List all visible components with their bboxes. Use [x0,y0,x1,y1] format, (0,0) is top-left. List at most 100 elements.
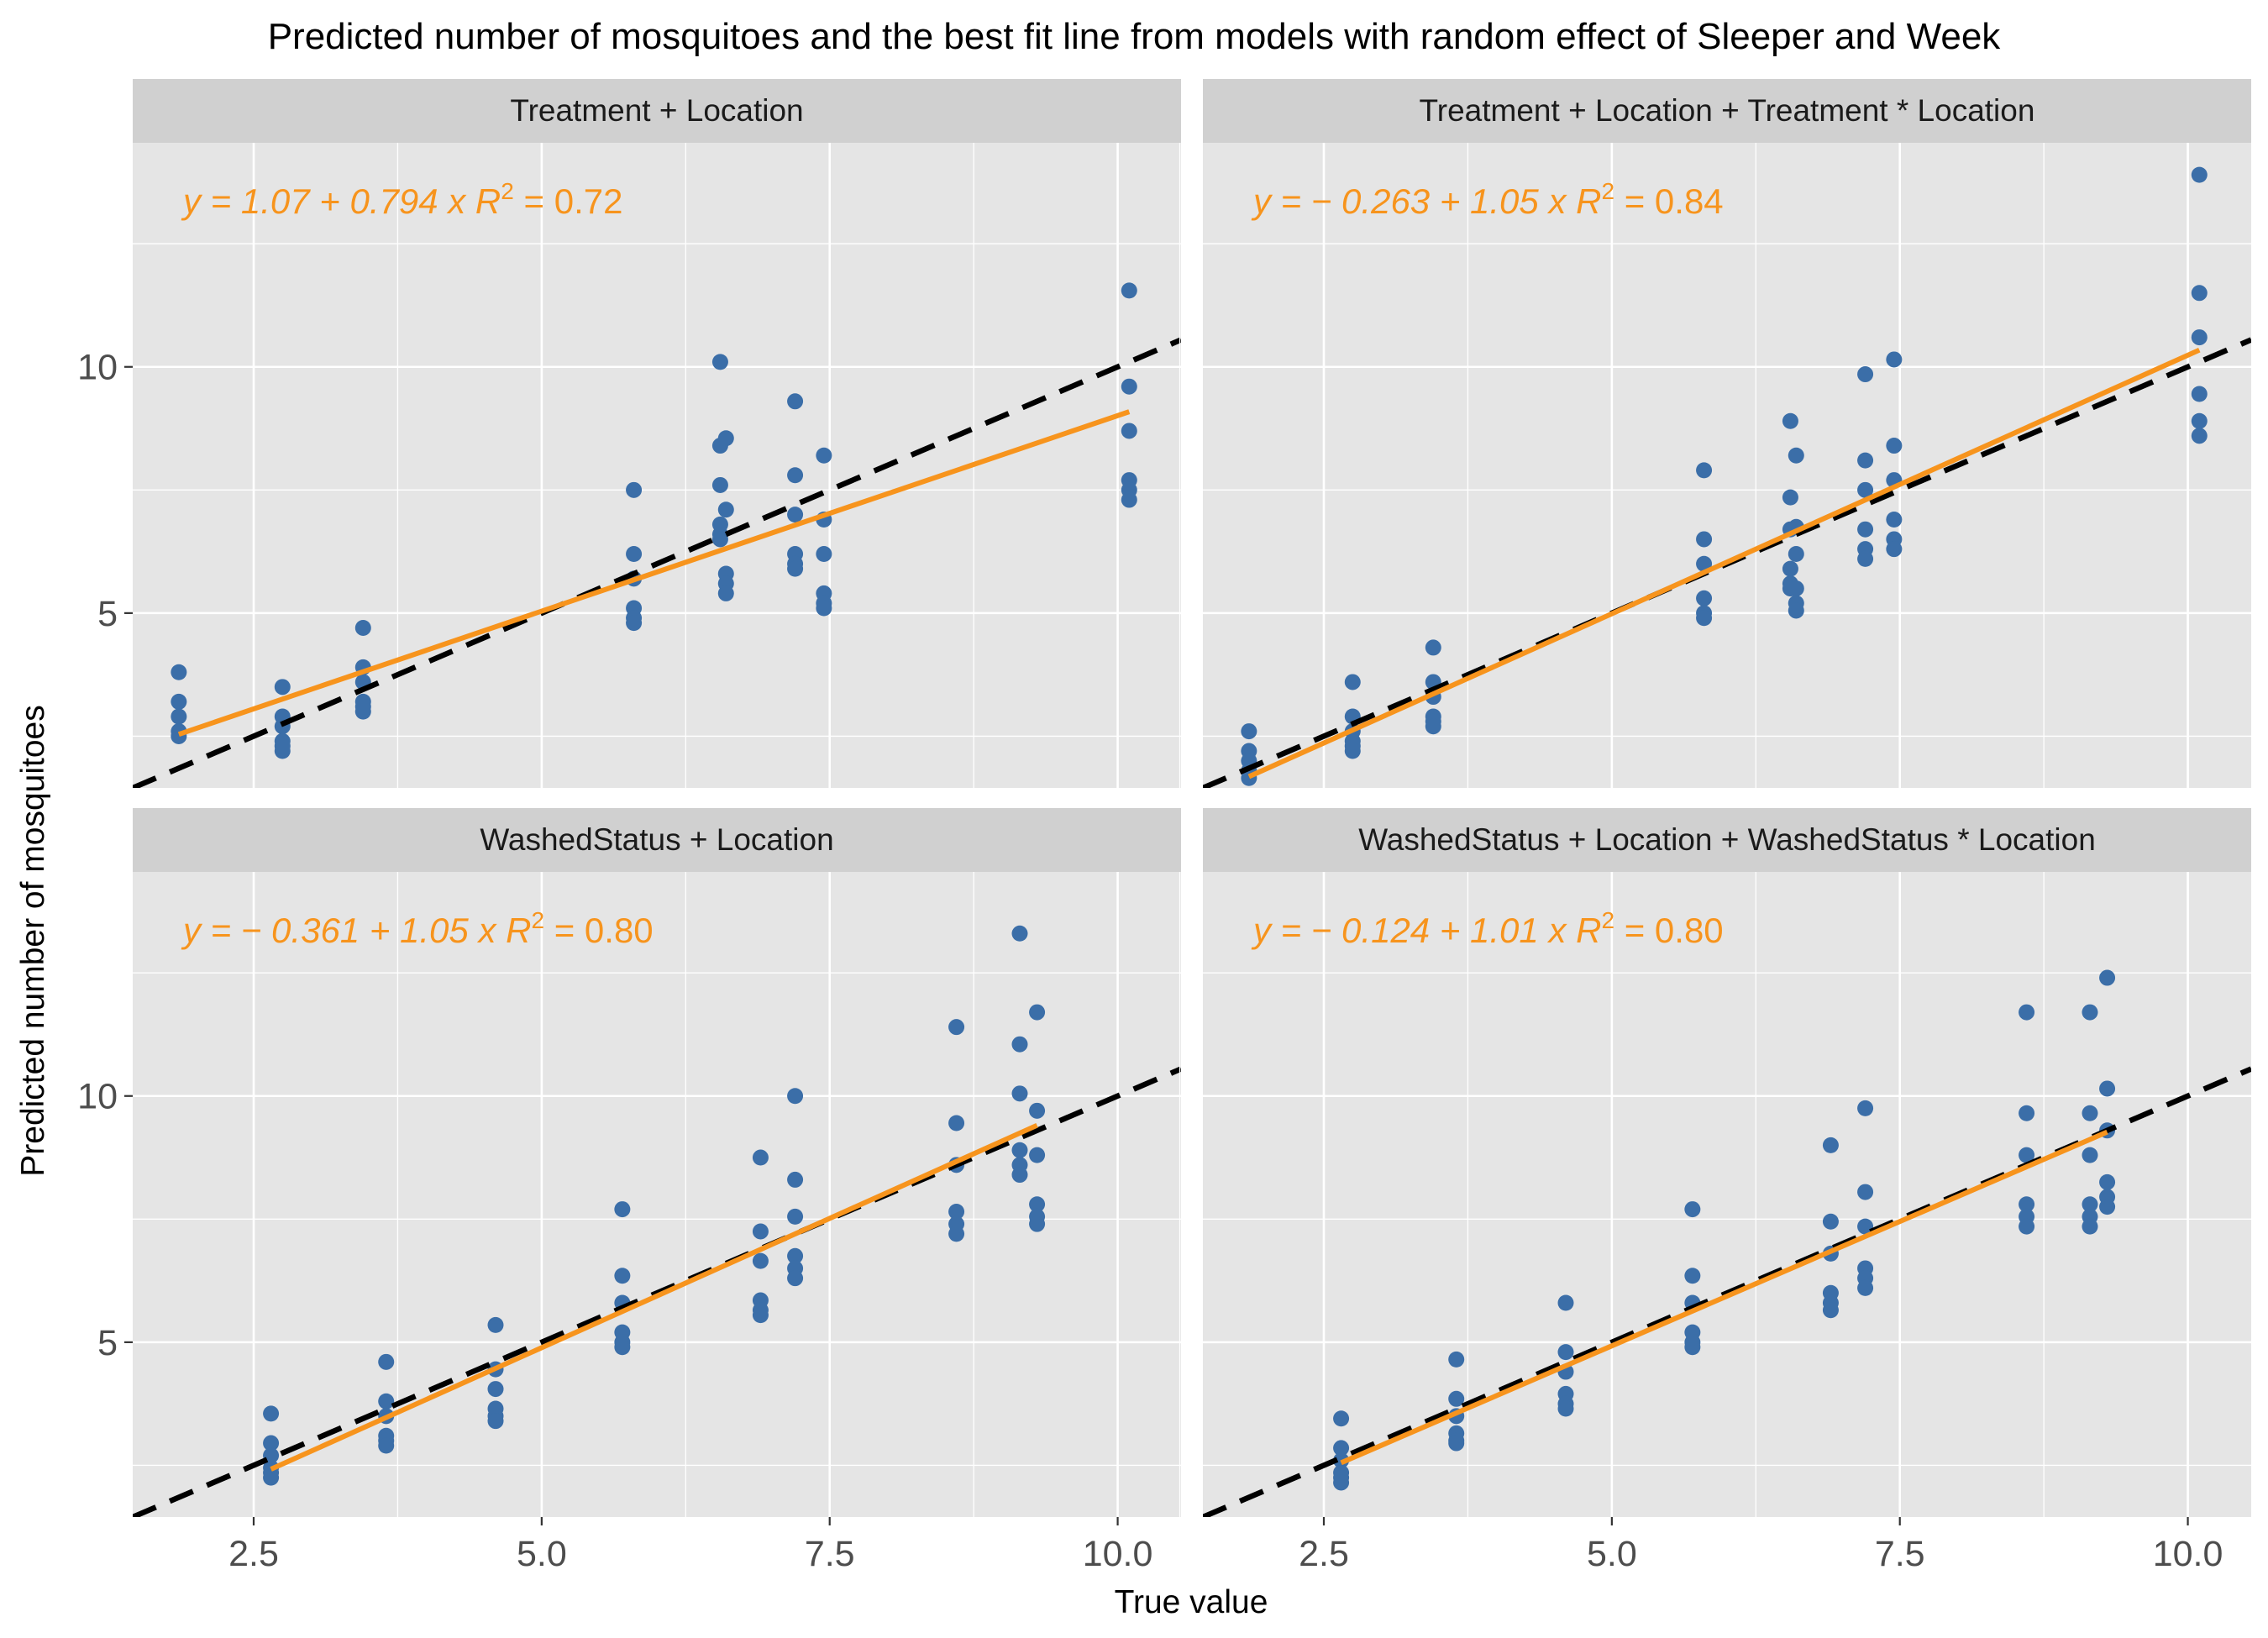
y-tick-label: 5 [97,1323,118,1363]
data-point [1448,1351,1465,1368]
data-point [378,1353,395,1370]
panel-background [1203,143,2251,788]
fit-line [1247,347,2201,780]
data-point [263,1469,280,1486]
data-point [2099,1080,2116,1097]
data-point [354,619,371,636]
data-point [1822,1213,1839,1230]
data-point [2019,1147,2035,1163]
data-point [2019,1218,2035,1235]
panel-background [133,143,1181,788]
data-point [1011,925,1028,942]
y-axis-title: Predicted number of mosquitoes [15,705,51,1176]
data-point [948,1226,965,1242]
data-point [2191,428,2208,444]
data-point [2099,1173,2116,1190]
data-point [1696,610,1713,627]
data-point [2019,1105,2035,1121]
data-points [171,282,1137,759]
data-point [787,1270,804,1287]
data-point [1782,560,1798,577]
data-point [1788,546,1804,563]
data-point [2191,412,2208,429]
facet-strip [1203,808,2251,872]
data-point [626,481,643,498]
facet-strip-label: Treatment + Location [510,93,803,128]
y-tick-label: 10 [77,348,118,388]
data-point [787,1171,804,1188]
data-point [1029,1196,1046,1213]
data-point [1886,351,1903,368]
data-point [711,531,728,548]
data-point [2191,285,2208,302]
data-point [1344,743,1361,759]
data-point [787,507,804,523]
data-point [1822,1302,1839,1319]
facet-strip [133,808,1181,872]
data-point [816,600,832,617]
data-point [948,1019,965,1036]
data-point [1425,639,1441,656]
data-point [1011,1142,1028,1158]
data-point [626,615,643,632]
data-point [378,1437,395,1454]
data-point [1333,1474,1350,1491]
data-points [263,925,1046,1486]
data-point [752,1149,769,1166]
data-point [1857,1218,1874,1235]
data-point [2019,1196,2035,1213]
facet-strip [133,79,1181,143]
data-point [1029,1004,1046,1021]
data-point [1011,1085,1028,1102]
data-point [1121,378,1137,395]
data-point [1333,1440,1350,1457]
data-point [614,1268,631,1284]
data-point [752,1223,769,1240]
data-point [378,1393,395,1410]
data-point [2099,1199,2116,1215]
data-point [1011,1167,1028,1184]
x-tick-label: 10.0 [1083,1534,1153,1574]
data-point [1822,1137,1839,1153]
data-point [626,546,643,563]
data-point [263,1405,280,1422]
data-point [487,1413,504,1430]
facet-panel: Treatment + Location y = 1.07 + 0.794 x R… [108,79,1181,788]
data-point [1029,1147,1046,1163]
y-tick-label: 5 [97,594,118,634]
data-point [1344,674,1361,690]
data-point [1857,521,1874,538]
data-point [2191,386,2208,402]
data-point [948,1204,965,1221]
data-point [1557,1400,1574,1417]
data-point [1857,1279,1874,1296]
data-point [787,393,804,410]
data-point [1029,1102,1046,1119]
data-point [1857,366,1874,383]
data-point [816,447,832,464]
data-point [171,693,187,710]
data-point [2099,969,2116,986]
data-point [948,1115,965,1131]
panel-background [1203,872,2251,1517]
reference-line [133,1066,1181,1517]
y-tick-label: 10 [77,1077,118,1117]
data-point [274,738,291,754]
data-point [1684,1339,1701,1356]
facet-panel: WashedStatus + Location + WashedStatus *… [1179,808,2251,1517]
data-point [1696,462,1713,479]
data-point [1557,1294,1574,1311]
fit-line [177,409,1131,738]
data-point [787,467,804,484]
data-point [717,585,734,601]
fit-line [270,1122,1038,1472]
grid [1179,143,2251,788]
data-point [263,1435,280,1452]
x-tick-label: 5.0 [517,1534,567,1574]
data-point [787,1208,804,1225]
data-point [2082,1004,2098,1021]
data-point [1121,491,1137,508]
data-point [1788,602,1804,619]
x-tick-label: 2.5 [228,1534,279,1574]
